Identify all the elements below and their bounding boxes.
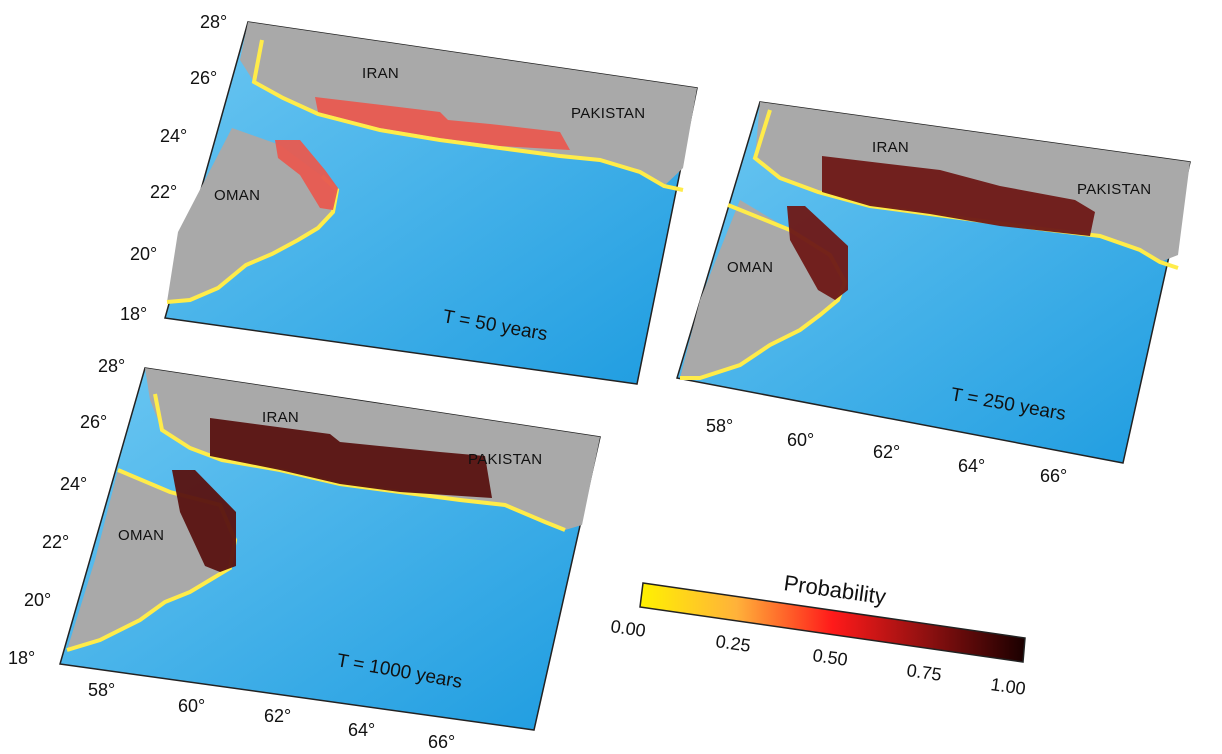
lon-label: 60°: [787, 430, 814, 450]
probability-bars-iran: [822, 156, 1095, 236]
map-panel-t250: IRAN PAKISTAN OMAN T = 250 years 58° 60°…: [676, 101, 1191, 486]
lat-label: 20°: [24, 590, 51, 610]
country-label-iran: IRAN: [262, 409, 299, 426]
lat-label: 22°: [42, 532, 69, 552]
lat-label: 28°: [200, 12, 227, 32]
lon-label: 66°: [1040, 466, 1067, 486]
colorbar-tick: 0.25: [714, 631, 751, 656]
land-mass-oman: [167, 128, 337, 302]
lat-label: 18°: [120, 304, 147, 324]
colorbar-title: Probability: [782, 570, 887, 609]
lat-label: 24°: [60, 474, 87, 494]
lon-label: 60°: [178, 696, 205, 716]
map-panel-t1000: IRAN PAKISTAN OMAN T = 1000 years 28° 26…: [8, 356, 601, 752]
lon-label: 58°: [706, 416, 733, 436]
country-label-pakistan: PAKISTAN: [468, 451, 542, 468]
lon-label: 62°: [873, 442, 900, 462]
lat-label: 26°: [80, 412, 107, 432]
lon-label: 62°: [264, 706, 291, 726]
lat-label: 20°: [130, 244, 157, 264]
probability-bars-oman: [172, 470, 236, 572]
lon-label: 64°: [958, 456, 985, 476]
lat-label: 22°: [150, 182, 177, 202]
country-label-oman: OMAN: [118, 527, 164, 544]
colorbar: Probability 0.00 0.25 0.50 0.75 1.00: [609, 570, 1026, 699]
lon-label: 64°: [348, 720, 375, 740]
colorbar-tick: 1.00: [989, 674, 1026, 699]
lat-label: 18°: [8, 648, 35, 668]
country-label-oman: OMAN: [727, 259, 773, 276]
coastline: [251, 39, 684, 192]
probability-bars-oman: [787, 206, 848, 300]
colorbar-tick: 0.75: [905, 660, 942, 685]
country-label-oman: OMAN: [214, 187, 260, 204]
country-label-pakistan: PAKISTAN: [1077, 181, 1151, 198]
lon-label: 66°: [428, 732, 455, 752]
lat-label: 28°: [98, 356, 125, 376]
lat-label: 26°: [190, 68, 217, 88]
probability-bars-iran: [315, 97, 570, 150]
probability-bars-iran: [210, 418, 492, 498]
lon-label: 58°: [88, 680, 115, 700]
country-label-pakistan: PAKISTAN: [571, 105, 645, 122]
colorbar-tick: 0.00: [609, 616, 646, 641]
colorbar-gradient: [639, 582, 1026, 663]
colorbar-tick: 0.50: [811, 645, 848, 670]
lat-label: 24°: [160, 126, 187, 146]
probability-bars-oman: [275, 140, 338, 210]
country-label-iran: IRAN: [872, 139, 909, 156]
country-label-iran: IRAN: [362, 65, 399, 82]
map-panel-t50: IRAN PAKISTAN OMAN T = 50 years 28° 26° …: [120, 12, 698, 385]
land-mass: [240, 22, 697, 186]
